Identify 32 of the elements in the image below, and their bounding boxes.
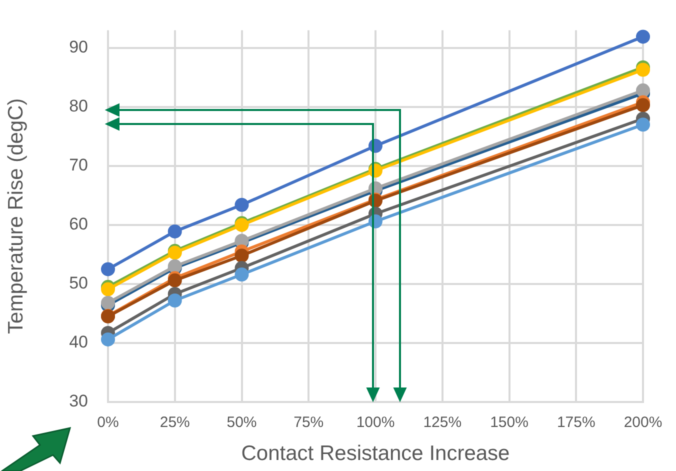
- point: [636, 30, 650, 44]
- point: [636, 118, 650, 132]
- point: [234, 268, 249, 282]
- y-tick-label: 70: [69, 156, 88, 175]
- x-tick-label: 200%: [624, 414, 662, 432]
- x-tick-label: 150%: [490, 414, 528, 432]
- point: [636, 83, 650, 98]
- x-tick-label: 175%: [556, 414, 596, 432]
- y-tick-label: 30: [69, 392, 88, 411]
- point: [636, 98, 650, 112]
- y-tick-label: 40: [69, 332, 88, 352]
- point: [636, 62, 650, 77]
- x-tick-label: 0%: [97, 414, 119, 432]
- x-tick-label: 50%: [226, 414, 257, 432]
- x-tick-label: 75%: [294, 414, 324, 432]
- point: [234, 248, 249, 263]
- point: [234, 198, 249, 212]
- x-tick-label: 100%: [356, 414, 395, 432]
- x-axis-title: Contact Resistance Increase: [241, 442, 510, 466]
- point: [101, 296, 115, 310]
- x-tick-label: 125%: [423, 414, 462, 432]
- y-tick-label: 60: [69, 214, 88, 234]
- point: [168, 224, 182, 238]
- y-tick-label: 90: [69, 38, 88, 57]
- y-tick-label: 50: [69, 274, 88, 293]
- x-tick-label: 25%: [160, 414, 190, 432]
- y-axis-title: Temperature Rise (degC): [4, 98, 28, 334]
- point: [101, 282, 115, 296]
- point: [168, 293, 182, 308]
- point: [101, 262, 115, 276]
- y-tick-label: 80: [69, 96, 88, 116]
- point: [101, 332, 115, 346]
